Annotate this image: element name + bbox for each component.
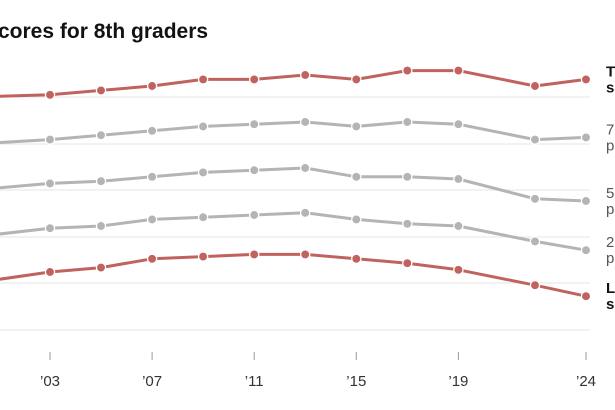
data-point [580,132,592,143]
data-point [351,121,362,132]
data-point [351,74,362,85]
data-point [248,209,260,221]
x-tick-label: ’19 [448,373,468,390]
data-point [529,80,541,92]
data-point [248,74,260,85]
data-point [580,244,592,256]
data-point [299,162,311,174]
data-point [453,118,464,130]
data-point [146,171,158,183]
data-point [529,279,541,291]
data-point [453,264,464,276]
series-lines [0,69,588,298]
data-point [299,69,311,81]
data-point [248,118,260,130]
series-line [0,211,588,252]
data-point [197,121,209,132]
data-point [402,116,413,128]
data-point [95,220,107,232]
x-tick-label: ’03 [40,373,60,390]
series-line [0,252,588,298]
data-point [197,167,209,178]
data-point [299,116,311,128]
x-tick-label: ’11 [245,373,264,390]
data-point [146,125,158,137]
gridlines [0,96,590,331]
chart-title: cores for 8th graders [0,20,208,43]
data-point [197,251,209,262]
data-point [351,171,362,183]
data-point [402,218,413,230]
data-point [197,211,209,223]
data-point [580,74,592,85]
x-tick-label: ’07 [142,373,162,390]
data-point [529,193,541,205]
data-point [580,195,592,207]
data-point [299,207,311,219]
data-point [453,220,464,232]
data-point [529,134,541,145]
data-point [248,249,260,260]
series-line [0,166,588,203]
data-point [44,89,56,101]
series-line [0,69,588,98]
data-point [44,222,56,234]
data-point [44,178,56,189]
data-point [299,249,311,260]
data-point [402,65,413,76]
data-point [402,257,413,269]
data-point [44,266,56,278]
data-point [402,171,413,183]
data-point [95,129,107,141]
data-point [95,175,107,187]
data-point [453,65,464,76]
data-point [197,74,209,85]
data-point [146,253,158,265]
x-tick-label: ’15 [346,373,366,390]
data-point [248,164,260,176]
data-point [146,80,158,92]
data-point [95,85,107,96]
x-axis: ’03 ’07 ’11 ’15 ’19 ’24 [40,352,596,390]
data-point [146,214,158,225]
data-point [351,253,362,265]
data-point [529,236,541,247]
data-point [580,290,592,302]
data-point [351,214,362,225]
data-point [95,262,107,273]
x-tick-label: ’24 [576,373,596,390]
series-points [44,65,592,302]
data-point [44,134,56,145]
series-line [0,120,588,144]
data-point [453,173,464,185]
